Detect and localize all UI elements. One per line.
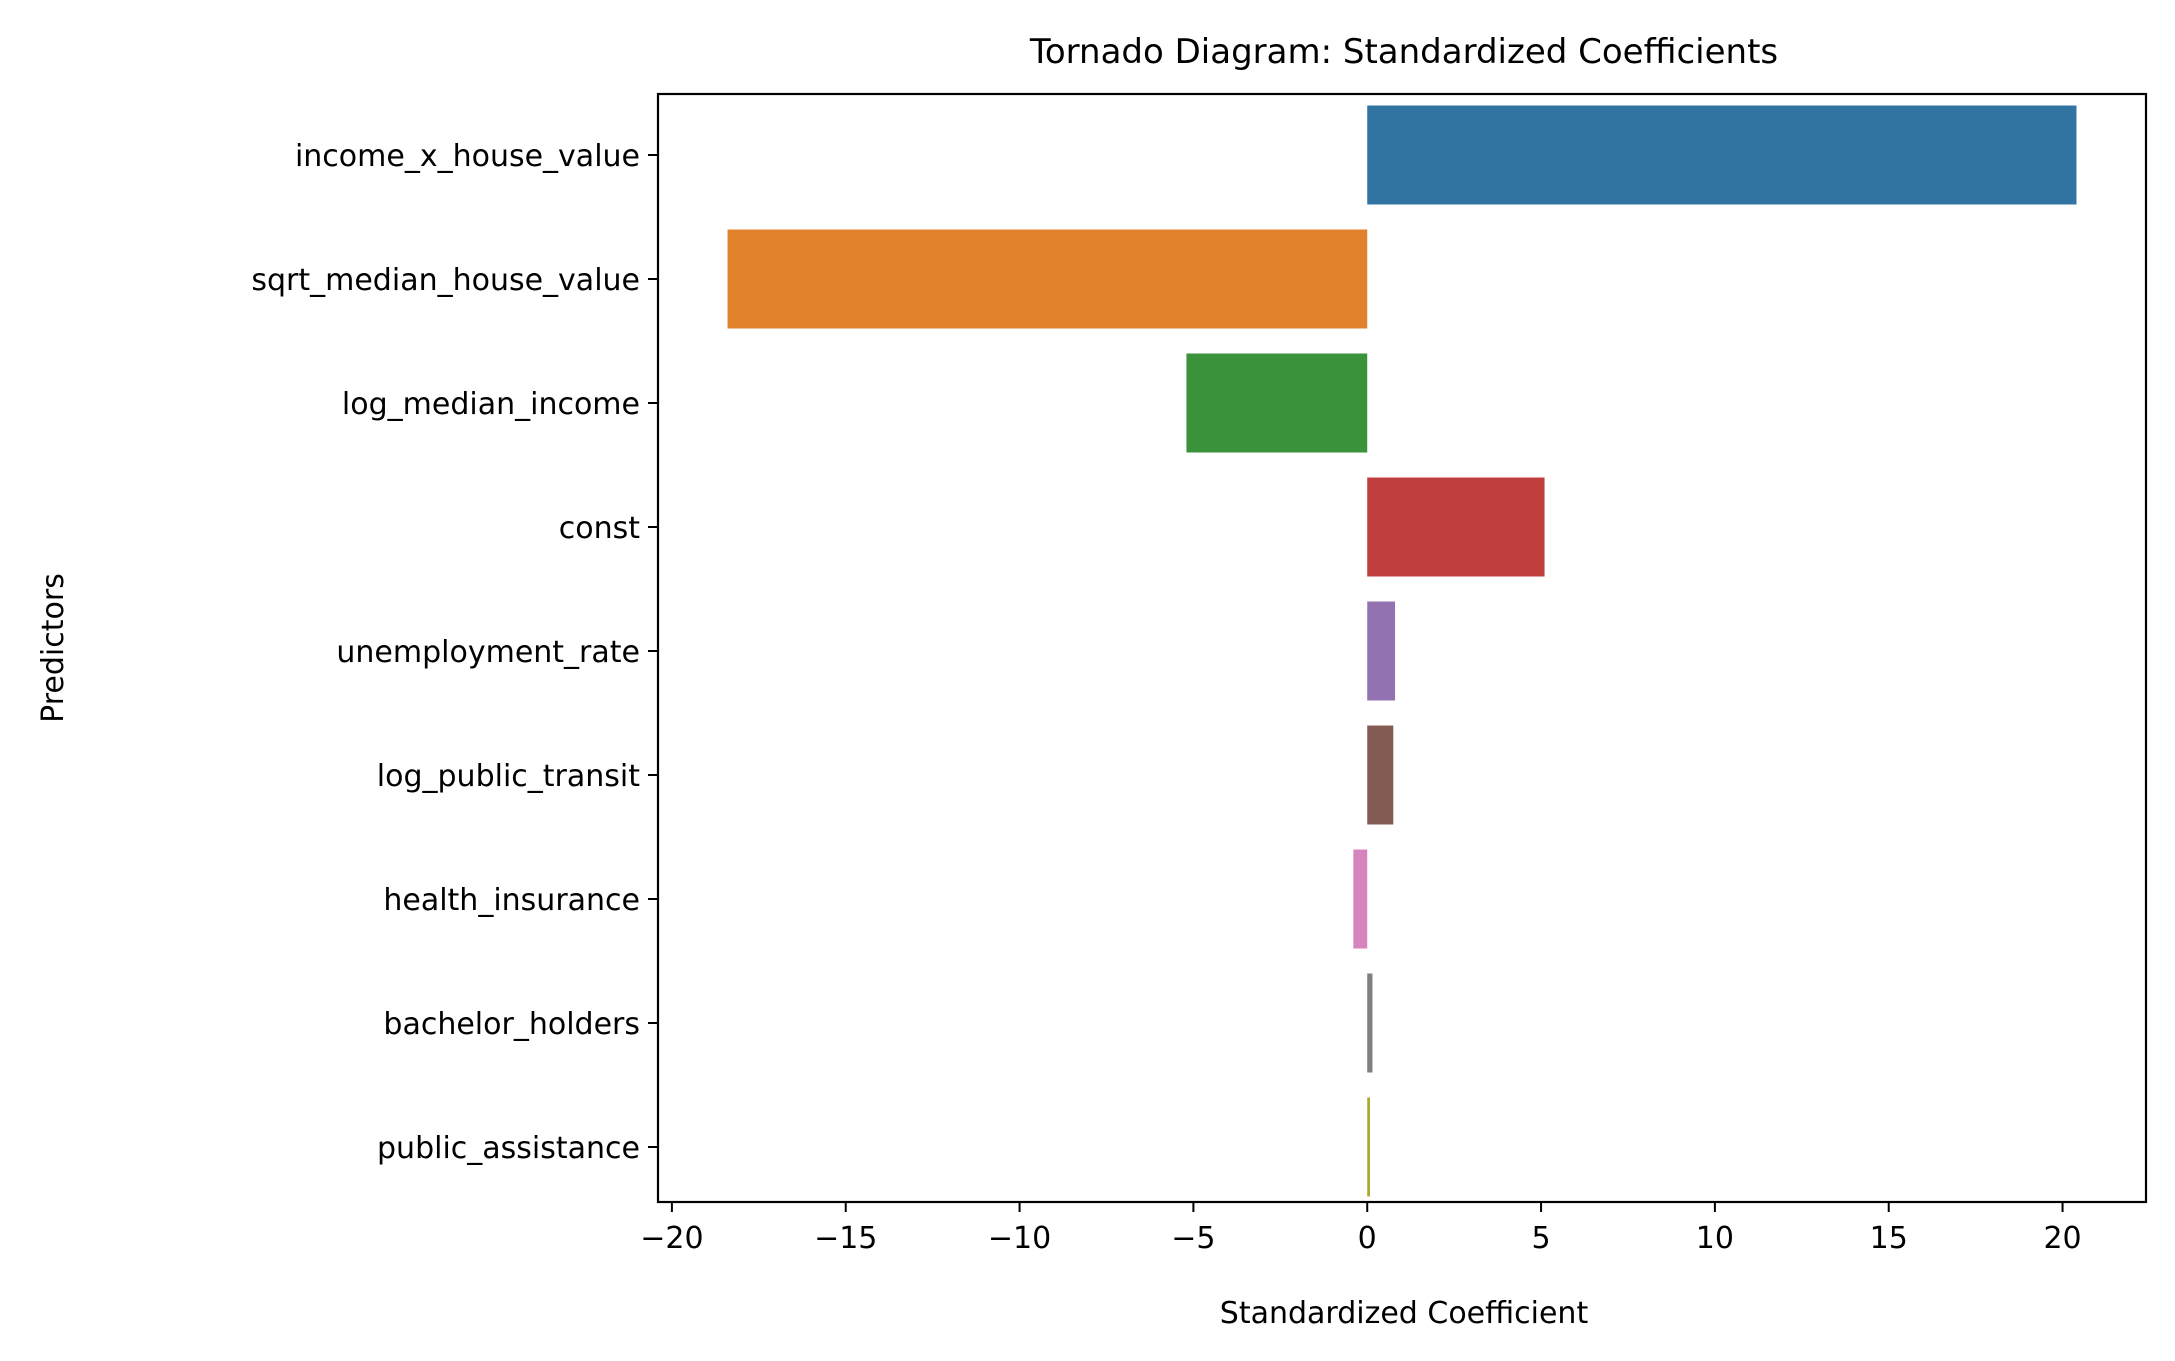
bar-bachelor_holders [1367,973,1373,1073]
x-tick-label: −10 [988,1221,1051,1256]
y-tick-label: unemployment_rate [336,635,640,670]
bar-public_assistance [1367,1097,1371,1197]
y-ticks: income_x_house_value sqrt_median_house_va… [251,139,658,1166]
x-tick-label: −20 [640,1221,703,1256]
y-tick-label: sqrt_median_house_value [251,263,640,298]
bar-const [1367,477,1545,577]
x-ticks: −20 −15 −10 −5 0 5 10 15 20 [640,1202,2082,1256]
x-tick-label: 0 [1358,1221,1377,1256]
y-tick-label: bachelor_holders [383,1007,640,1042]
bar-income_x_house_value [1367,105,2077,205]
x-tick-label: −5 [1171,1221,1215,1256]
y-axis-label: Predictors [36,573,71,723]
x-tick-label: 20 [2043,1221,2081,1256]
x-axis-label: Standardized Coefficient [1220,1296,1589,1331]
bar-log_public_transit [1367,725,1394,825]
chart-title: Tornado Diagram: Standardized Coefficien… [1029,32,1778,72]
y-tick-label: income_x_house_value [295,139,640,174]
bar-health_insurance [1353,849,1368,949]
bar-log_median_income [1186,353,1368,453]
plot-frame [656,92,2148,1204]
x-tick-label: 15 [1870,1221,1908,1256]
bars-group [727,105,2077,1197]
y-tick-label: public_assistance [377,1131,640,1166]
y-tick-label: log_public_transit [377,759,640,794]
x-tick-label: 10 [1696,1221,1734,1256]
x-tick-label: 5 [1532,1221,1551,1256]
y-tick-label: log_median_income [342,387,640,422]
bar-sqrt_median_house_value [727,229,1368,329]
bar-unemployment_rate [1367,601,1396,701]
x-tick-label: −15 [814,1221,877,1256]
y-tick-label: health_insurance [383,883,640,918]
y-tick-label: const [559,511,640,546]
